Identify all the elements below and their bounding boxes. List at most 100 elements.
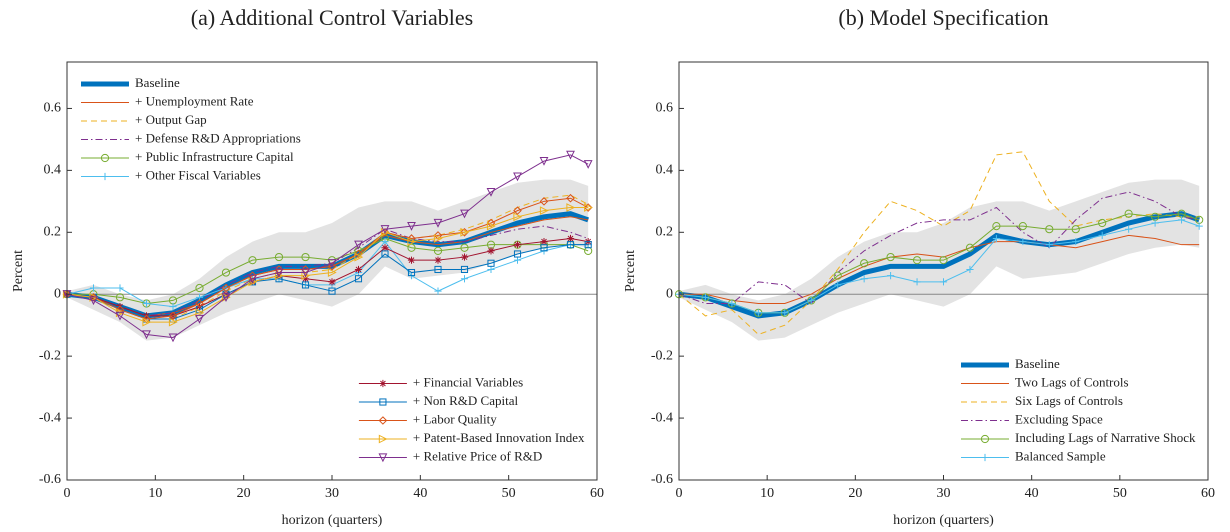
marker bbox=[513, 241, 522, 249]
line bbox=[678, 211, 1201, 319]
marker bbox=[327, 268, 337, 277]
line bbox=[679, 234, 1200, 305]
marker bbox=[407, 234, 416, 243]
y-tick-label: 0.6 bbox=[656, 101, 674, 116]
x-tick-label: 20 bbox=[848, 486, 862, 501]
y-tick-label: -0.6 bbox=[39, 472, 61, 487]
y-tick-label: -0.6 bbox=[651, 472, 673, 487]
marker bbox=[486, 187, 496, 197]
marker bbox=[912, 256, 922, 265]
legend-label: + Non R&D Capital bbox=[413, 393, 519, 408]
marker bbox=[142, 330, 151, 340]
y-tick-label: 0 bbox=[666, 286, 673, 301]
legend-label: Two Lags of Controls bbox=[1015, 374, 1129, 389]
series bbox=[675, 216, 1203, 317]
marker bbox=[221, 268, 231, 277]
marker bbox=[195, 314, 204, 324]
line bbox=[678, 151, 1200, 336]
marker bbox=[583, 203, 593, 212]
chart-title: (b) Model Specification bbox=[838, 5, 1048, 30]
x-tick-label: 50 bbox=[1113, 486, 1127, 501]
marker bbox=[460, 227, 470, 237]
series bbox=[62, 203, 593, 327]
x-tick-label: 0 bbox=[676, 486, 683, 501]
marker bbox=[328, 278, 336, 286]
marker bbox=[583, 160, 593, 169]
y-axis-label: Percent bbox=[11, 250, 26, 292]
marker bbox=[433, 231, 443, 240]
marker bbox=[1098, 231, 1106, 239]
marker bbox=[860, 275, 868, 283]
marker bbox=[327, 262, 337, 271]
marker bbox=[301, 268, 310, 278]
legend-label: + Relative Price of R&D bbox=[413, 448, 542, 463]
marker bbox=[89, 296, 98, 306]
marker bbox=[221, 283, 231, 293]
marker bbox=[378, 416, 388, 425]
marker bbox=[566, 193, 575, 203]
line bbox=[66, 154, 589, 339]
marker bbox=[433, 246, 443, 255]
marker bbox=[460, 275, 469, 283]
y-axis-label: Percent bbox=[623, 250, 638, 292]
marker bbox=[540, 237, 548, 246]
marker bbox=[860, 259, 869, 268]
marker bbox=[142, 317, 152, 327]
marker bbox=[539, 206, 549, 216]
legend: + Financial Variables + Non R&D Capital + … bbox=[352, 373, 589, 468]
marker bbox=[301, 281, 310, 289]
marker bbox=[274, 268, 284, 278]
marker bbox=[754, 309, 762, 317]
marker bbox=[513, 172, 522, 182]
marker bbox=[1018, 222, 1027, 231]
marker bbox=[487, 265, 495, 274]
marker bbox=[195, 283, 204, 293]
marker bbox=[566, 203, 576, 212]
legend-label: Six Lags of Controls bbox=[1015, 393, 1123, 408]
marker bbox=[992, 234, 1000, 243]
marker bbox=[142, 299, 151, 308]
marker bbox=[539, 197, 549, 206]
marker bbox=[939, 256, 948, 265]
series bbox=[62, 150, 593, 343]
marker bbox=[354, 240, 363, 250]
series bbox=[678, 211, 1201, 319]
marker bbox=[379, 398, 387, 406]
marker bbox=[116, 284, 124, 292]
marker bbox=[584, 241, 592, 249]
marker bbox=[539, 156, 549, 166]
marker bbox=[195, 299, 204, 308]
marker bbox=[407, 222, 416, 231]
marker bbox=[195, 308, 205, 318]
x-tick-label: 60 bbox=[590, 486, 604, 501]
marker bbox=[487, 259, 495, 267]
marker bbox=[540, 244, 548, 252]
x-tick-label: 50 bbox=[502, 486, 516, 501]
y-tick-label: 0.2 bbox=[44, 225, 62, 240]
marker bbox=[301, 271, 311, 281]
marker bbox=[584, 203, 593, 212]
marker bbox=[169, 303, 177, 311]
marker bbox=[381, 244, 389, 252]
marker bbox=[168, 317, 178, 327]
marker bbox=[981, 453, 989, 462]
y-tick-label: 0.4 bbox=[44, 163, 62, 178]
marker bbox=[168, 333, 178, 343]
x-tick-label: 60 bbox=[1201, 486, 1215, 501]
marker bbox=[460, 243, 469, 252]
marker bbox=[487, 247, 495, 255]
y-tick-label: -0.2 bbox=[39, 348, 61, 363]
marker bbox=[1195, 222, 1203, 230]
marker bbox=[807, 296, 815, 305]
marker bbox=[992, 222, 1001, 231]
x-tick-label: 0 bbox=[64, 486, 71, 501]
marker bbox=[301, 275, 310, 283]
marker bbox=[834, 281, 842, 289]
legend-label: + Labor Quality bbox=[413, 411, 497, 426]
marker bbox=[1019, 237, 1027, 246]
legend-label: Balanced Sample bbox=[1015, 448, 1106, 463]
marker bbox=[1124, 209, 1133, 218]
marker bbox=[168, 311, 178, 321]
marker bbox=[833, 271, 842, 280]
marker bbox=[966, 265, 974, 274]
